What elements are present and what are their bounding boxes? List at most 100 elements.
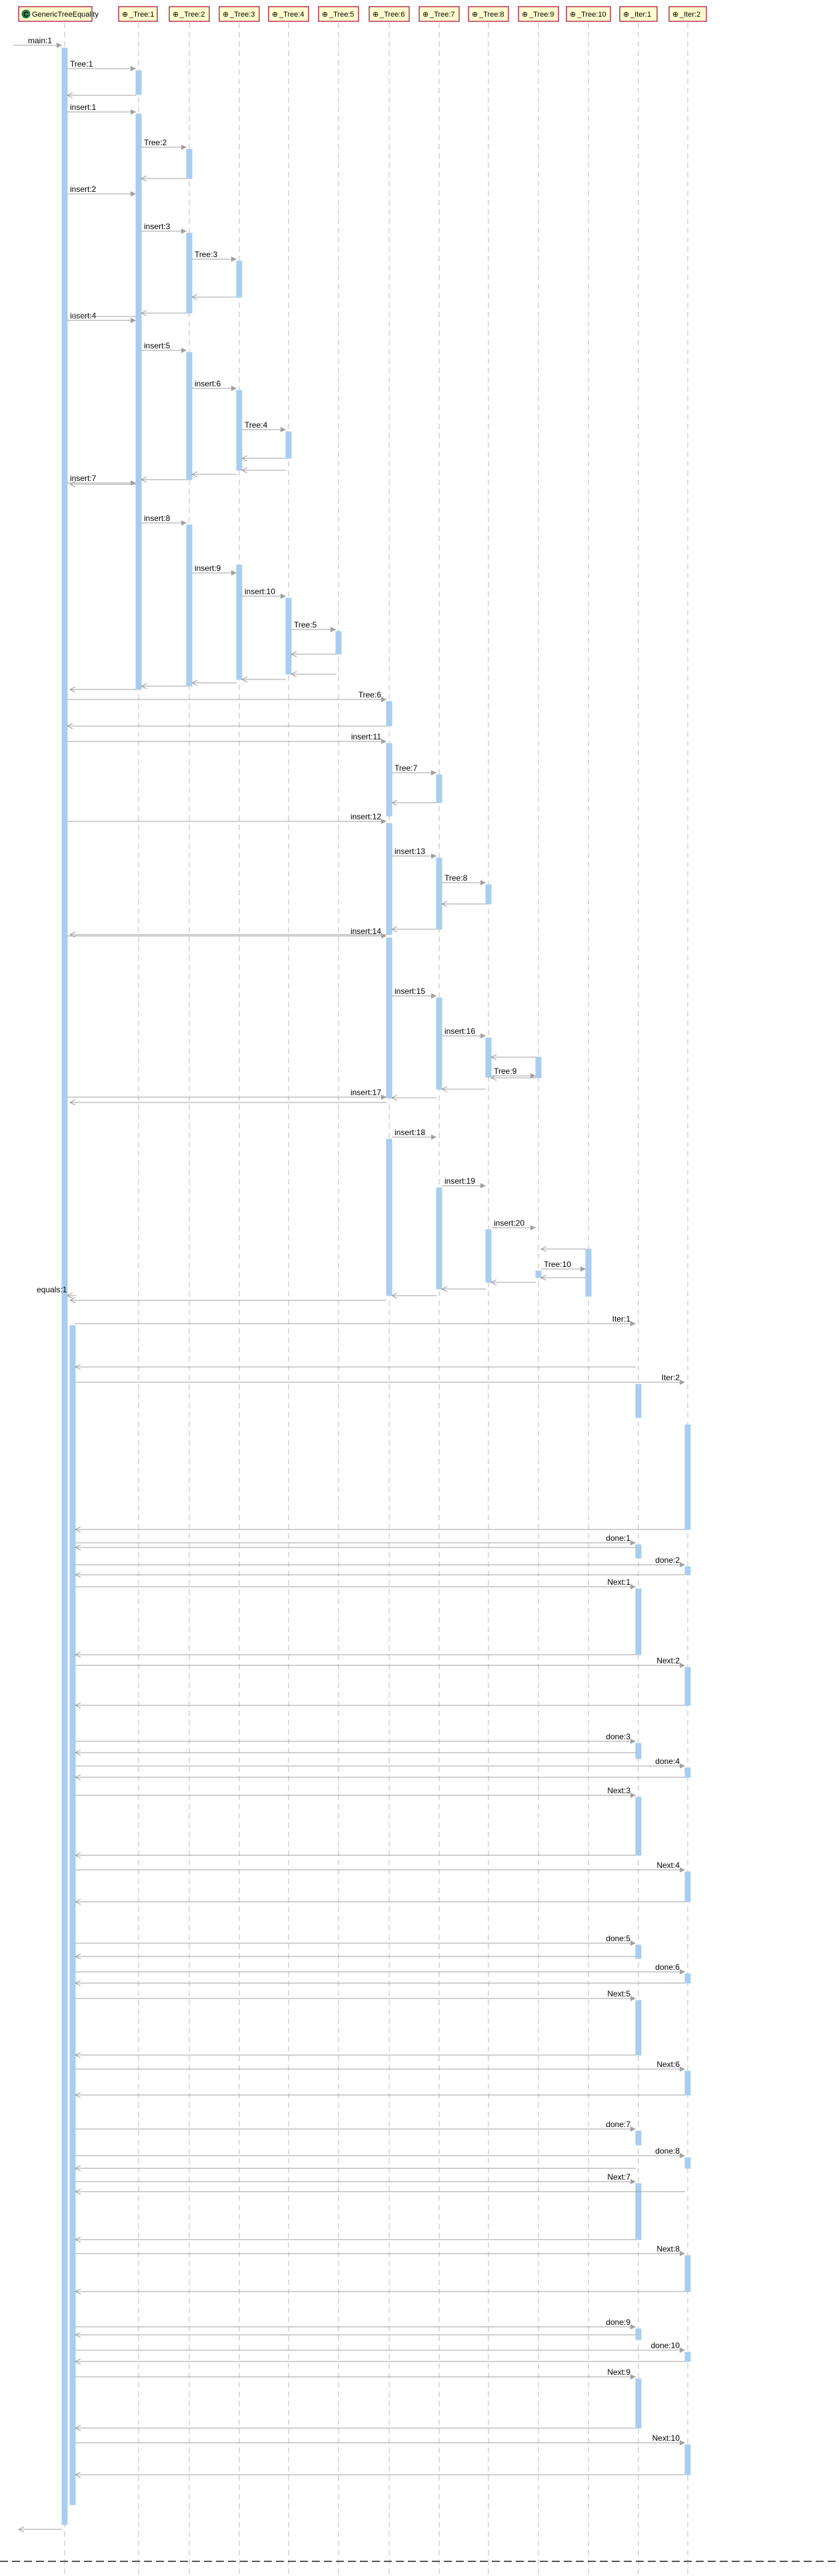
arrow-head-open — [74, 1526, 81, 1533]
message-Iter-2: Iter:2 — [75, 1373, 685, 1385]
arrow-head-open — [191, 471, 198, 478]
message-Tree-3: Tree:3 — [192, 250, 237, 262]
activation-Iter2 — [684, 1566, 691, 1575]
activation-Tree9 — [535, 1270, 542, 1278]
participant-label: _Iter:2 — [679, 11, 700, 19]
object-icon: ⊕ — [623, 11, 629, 19]
participant-label: _Tree:9 — [528, 11, 554, 19]
message-label: Tree:3 — [195, 250, 218, 259]
arrow-head-open — [440, 1286, 448, 1292]
return-nested-9 — [140, 683, 187, 689]
arrow-head-filled — [680, 1763, 685, 1769]
object-icon: ⊕ — [373, 11, 379, 19]
participant-Tree8: ⊕ _Tree:8 — [468, 6, 509, 22]
activation-Tree3 — [236, 260, 243, 298]
message-Next-3: Next:3 — [75, 1786, 636, 1798]
return-nested-17 — [540, 1274, 586, 1281]
participant-label: _Tree:4 — [279, 11, 305, 19]
activation-Iter1 — [635, 2378, 642, 2429]
message-label: Next:7 — [607, 2172, 630, 2182]
activation-Tree2 — [186, 149, 193, 179]
class-icon — [21, 9, 31, 19]
return-Next-10 — [74, 2471, 685, 2478]
message-Tree-2: Tree:2 — [141, 138, 187, 150]
return-Iter-2 — [74, 1526, 685, 1533]
message-label: done:8 — [655, 2146, 680, 2156]
participant-label: _Tree:1 — [129, 11, 155, 19]
participant-box — [468, 6, 509, 22]
return-Next-5 — [74, 2052, 636, 2058]
message-insert-17: insert:17 — [67, 1088, 387, 1100]
arrow-head-open — [391, 926, 398, 933]
arrow-head-open — [74, 1749, 81, 1756]
message-label: insert:12 — [351, 812, 381, 821]
arrow-head-filled — [381, 933, 387, 939]
message-label: Tree:10 — [544, 1260, 571, 1269]
return-nested-5 — [69, 481, 136, 488]
activation-Tree2 — [186, 232, 193, 314]
arrow-head-open — [241, 467, 248, 474]
message-label: done:4 — [655, 1757, 680, 1766]
message-insert-9: insert:9 — [192, 564, 237, 576]
return-nested-0 — [140, 310, 187, 316]
return-nested-14 — [440, 1086, 486, 1092]
activation-Iter2 — [684, 2352, 691, 2362]
arrow-head-filled — [630, 2324, 636, 2330]
activation-Tree9 — [535, 1057, 542, 1078]
arrow-head-filled — [181, 145, 187, 150]
participant-box — [268, 6, 309, 22]
arrow-head-filled — [680, 2348, 685, 2353]
message-done-7: done:7 — [75, 2120, 636, 2132]
activation-Iter2 — [684, 2255, 691, 2292]
activation-Iter2 — [684, 1767, 691, 1778]
message-done-4: done:4 — [75, 1757, 685, 1769]
return-Tree-4 — [241, 455, 286, 462]
message-insert-12: insert:12 — [67, 812, 387, 824]
return-Next-8 — [74, 2288, 685, 2295]
participant-Tree10: ⊕ _Tree:10 — [566, 6, 611, 22]
activation-Iter2 — [684, 1667, 691, 1706]
arrow-head-open — [74, 1774, 81, 1781]
return-Next-9 — [74, 2425, 636, 2431]
arrow-head-open — [440, 901, 448, 907]
participant-box — [18, 6, 93, 22]
return-nested-2 — [241, 467, 286, 474]
message-insert-13: insert:13 — [392, 847, 436, 859]
participant-box — [169, 6, 210, 22]
return-nested-13 — [490, 1074, 536, 1081]
return-done-3 — [74, 1749, 636, 1756]
activation-Iter1 — [635, 2328, 642, 2340]
participant-box — [619, 6, 658, 22]
participant-label: GenericTreeEquality — [32, 11, 99, 19]
activation-GenericTreeEquality — [69, 1325, 76, 2505]
lifelines — [64, 23, 688, 2576]
activation-Tree6 — [386, 937, 393, 1098]
arrow-head-filled — [231, 570, 237, 576]
activation-Iter2 — [684, 1424, 691, 1530]
arrow-head-filled — [680, 1663, 685, 1668]
arrow-head-filled — [431, 853, 436, 859]
activation-Iter1 — [635, 2130, 642, 2146]
participant-Tree7: ⊕ _Tree:7 — [419, 6, 460, 22]
message-label: Iter:1 — [612, 1314, 631, 1324]
arrow-head-filled — [530, 1073, 536, 1078]
arrow-head-filled — [630, 2126, 636, 2132]
arrow-head-open — [74, 1651, 81, 1658]
class-icon-letter: C — [23, 11, 29, 19]
return-Tree-9 — [490, 1054, 536, 1061]
message-Tree-10: Tree:10 — [541, 1260, 586, 1272]
participant-Tree3: ⊕ _Tree:3 — [219, 6, 260, 22]
participant-Tree5: ⊕ _Tree:5 — [318, 6, 359, 22]
message-Next-9: Next:9 — [75, 2367, 636, 2379]
arrow-head-open — [74, 2092, 81, 2098]
participant-box — [219, 6, 260, 22]
message-label: Next:6 — [656, 2060, 680, 2069]
arrow-head-open — [540, 1246, 547, 1252]
return-done-4 — [74, 1774, 685, 1781]
arrow-head-filled — [630, 1321, 636, 1326]
return-done-8 — [74, 2188, 685, 2195]
message-label: Next:8 — [656, 2244, 680, 2254]
arrow-head-open — [490, 1279, 497, 1286]
arrow-head-filled — [431, 993, 436, 999]
arrow-head-filled — [680, 2440, 685, 2445]
